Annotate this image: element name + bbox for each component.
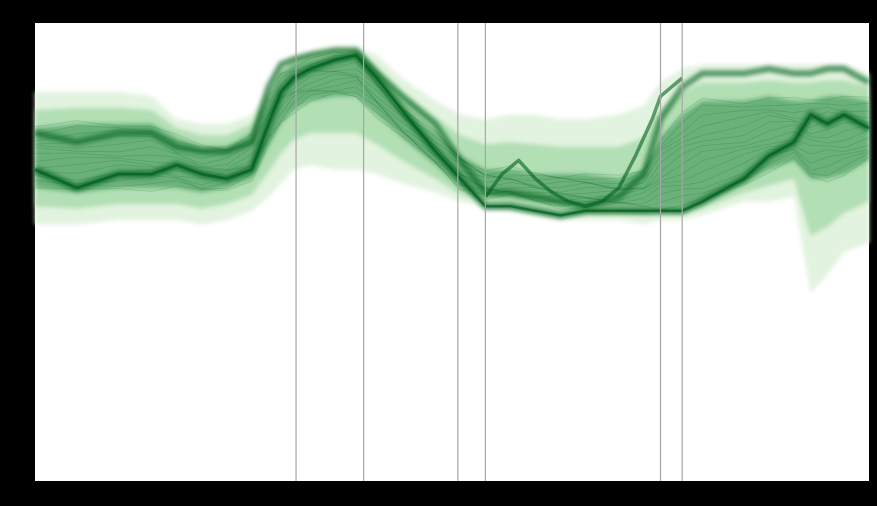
- trajectory-strand: [34, 73, 870, 195]
- trajectory-strand: [34, 54, 870, 180]
- trajectory-strand: [34, 80, 870, 202]
- trajectory-strand: [34, 76, 870, 198]
- vertical-marker-layer: [295, 23, 683, 481]
- trajectory-strand: [34, 92, 870, 211]
- trajectory-strand: [34, 68, 870, 191]
- trajectory-strand: [34, 86, 870, 204]
- density-ridge-branch: [483, 76, 684, 208]
- trajectory-strand: [34, 70, 870, 190]
- density-ridge-lower-crisp: [34, 53, 870, 217]
- trajectory-strand: [34, 57, 870, 185]
- trajectory-strand: [34, 61, 870, 189]
- trajectory-strand: [34, 90, 870, 205]
- trajectory-strand: [34, 70, 870, 193]
- trajectory-strand: [34, 90, 870, 208]
- trajectory-strand: [34, 51, 870, 179]
- density-ridge-upper: [34, 47, 871, 210]
